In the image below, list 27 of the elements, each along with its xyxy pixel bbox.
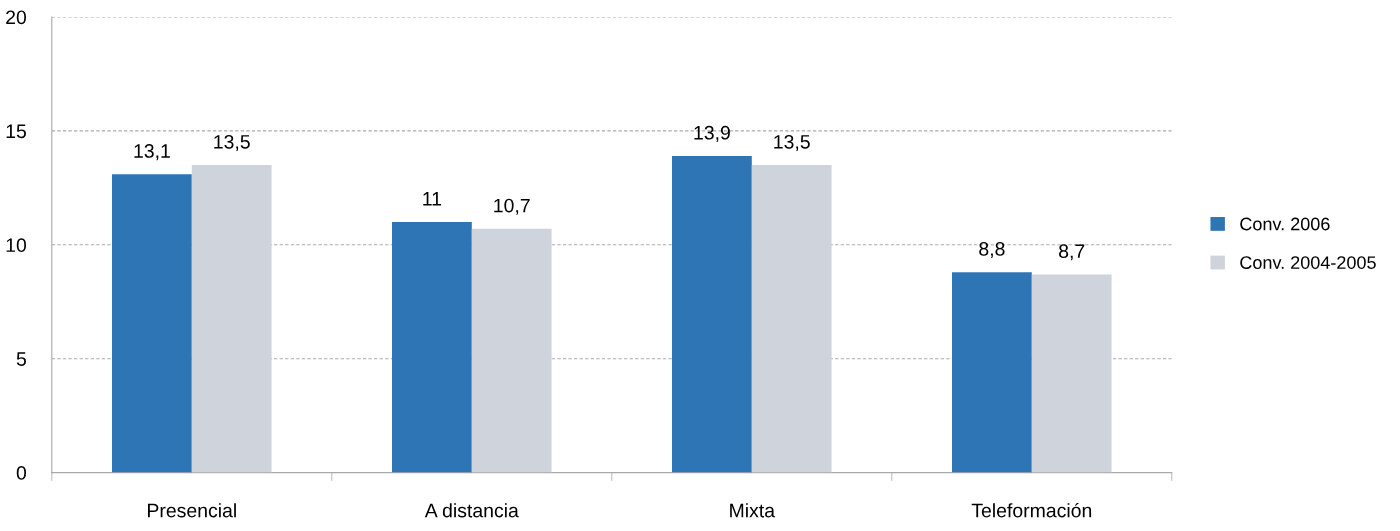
data-label: 13,1	[134, 144, 170, 161]
y-tick-label: 15	[6, 124, 26, 139]
y-tick-label: 10	[6, 238, 27, 253]
bar	[952, 272, 1032, 473]
x-tick-label: Teleformación	[971, 502, 1092, 518]
bar	[392, 222, 472, 473]
data-label: 13,5	[214, 134, 250, 152]
x-tick-label: Mixta	[730, 503, 776, 518]
bar	[751, 165, 832, 473]
data-label: 13,9	[694, 125, 730, 142]
data-label: 8,8	[979, 242, 1005, 259]
bar	[112, 174, 192, 473]
bar	[471, 228, 552, 473]
x-tick-label: Presencial	[148, 503, 236, 518]
data-label: 11	[423, 192, 442, 206]
legend-label: Conv. 2004-2005	[1240, 256, 1376, 269]
y-tick-label: 0	[16, 466, 27, 480]
y-tick-label: 20	[6, 10, 27, 25]
data-label: 10,7	[494, 198, 530, 215]
x-tick-label: A distancia	[424, 503, 519, 518]
data-label: 8,7	[1059, 244, 1085, 261]
legend-label: Conv. 2006	[1240, 217, 1330, 231]
data-label: 13,5	[774, 134, 810, 152]
bar	[672, 155, 752, 473]
y-tick-label: 5	[16, 352, 26, 366]
bar	[191, 165, 272, 473]
bar	[1031, 274, 1112, 473]
